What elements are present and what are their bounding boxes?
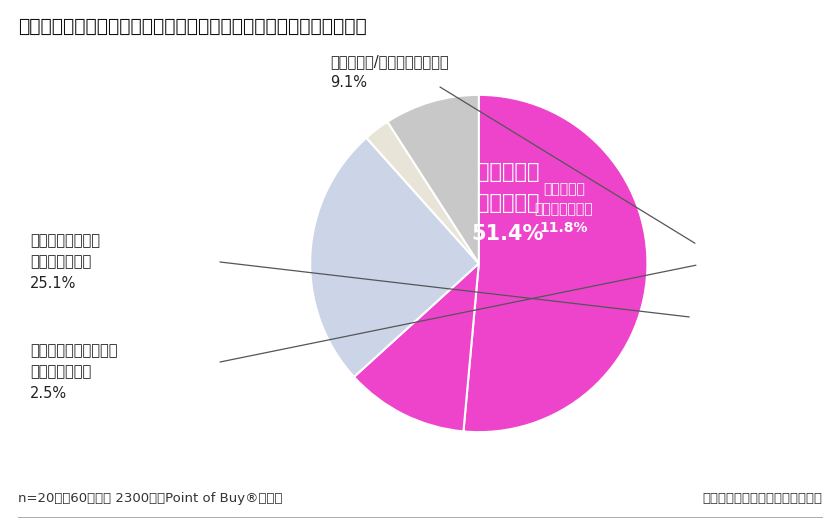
Text: 自宅にある関連商品の
メーカーを選ぶ
2.5%: 自宅にある関連商品の メーカーを選ぶ 2.5% [30,343,118,401]
Wedge shape [310,138,479,377]
Wedge shape [387,95,479,264]
Wedge shape [366,122,479,264]
Wedge shape [354,264,479,432]
Wedge shape [464,95,648,432]
Text: １．ボディーソープを購入する際にメーカーや銘柄を意識しますか？: １．ボディーソープを購入する際にメーカーや銘柄を意識しますか？ [18,17,367,36]
Text: n=20代～60代男女 2300名（Point of Buy®会員）: n=20代～60代男女 2300名（Point of Buy®会員） [18,492,282,505]
Text: いつも同じ
銘柄を選ぶ
51.4%: いつも同じ 銘柄を選ぶ 51.4% [472,161,544,244]
Text: 銘柄やメーカーは
意識していない
25.1%: 銘柄やメーカーは 意識していない 25.1% [30,233,100,291]
Text: ソフトブレーン・フィールド調べ: ソフトブレーン・フィールド調べ [702,492,822,505]
Text: わからない/自分で購入しない
9.1%: わからない/自分で購入しない 9.1% [330,54,449,90]
Text: いつも同じ
メーカーを選ぶ
11.8%: いつも同じ メーカーを選ぶ 11.8% [534,182,593,236]
